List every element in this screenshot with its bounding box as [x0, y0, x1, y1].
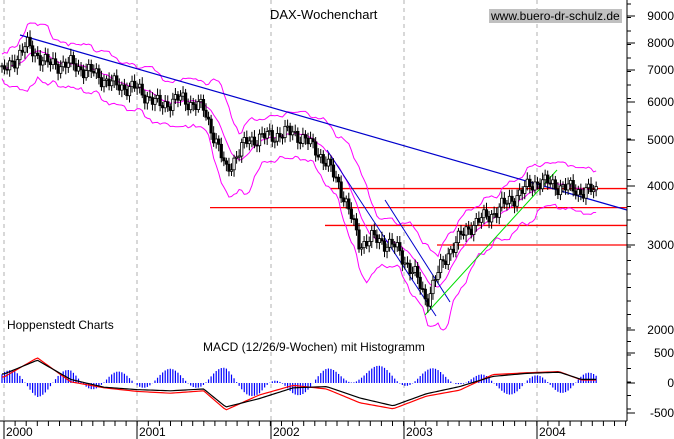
- x-tick-label: 2001: [139, 425, 166, 439]
- year-gridlines: [3, 0, 538, 420]
- x-tick-label: 2003: [406, 425, 433, 439]
- y-tick-label: 6000: [647, 95, 674, 109]
- x-tick-label: 2004: [539, 425, 566, 439]
- x-tick-label: 2002: [273, 425, 300, 439]
- chart-axes: [0, 0, 635, 439]
- chart-title: DAX-Wochenchart: [270, 7, 378, 22]
- y-tick-label: 7000: [647, 63, 674, 77]
- x-tick-label: 2000: [6, 425, 33, 439]
- y-tick-label: 8000: [647, 36, 674, 50]
- source-url: www.buero-dr-schulz.de: [489, 9, 622, 23]
- price-candles: [0, 30, 598, 313]
- y-tick-label: 9000: [647, 9, 674, 23]
- macd-histogram: [1, 365, 597, 398]
- y-tick-label: -500: [649, 406, 674, 420]
- y-tick-label: 0: [667, 376, 674, 390]
- macd-lines: [1, 357, 597, 411]
- macd-label: MACD (12/26/9-Wochen) mit Histogramm: [203, 340, 425, 354]
- y-tick-label: 3000: [647, 238, 674, 252]
- y-tick-label: 4000: [647, 179, 674, 193]
- y-tick-label: 5000: [647, 133, 674, 147]
- y-tick-label: 500: [653, 346, 674, 360]
- support-lines: [210, 187, 627, 246]
- y-tick-label: 2000: [647, 323, 674, 337]
- provider-label: Hoppenstedt Charts: [7, 318, 114, 332]
